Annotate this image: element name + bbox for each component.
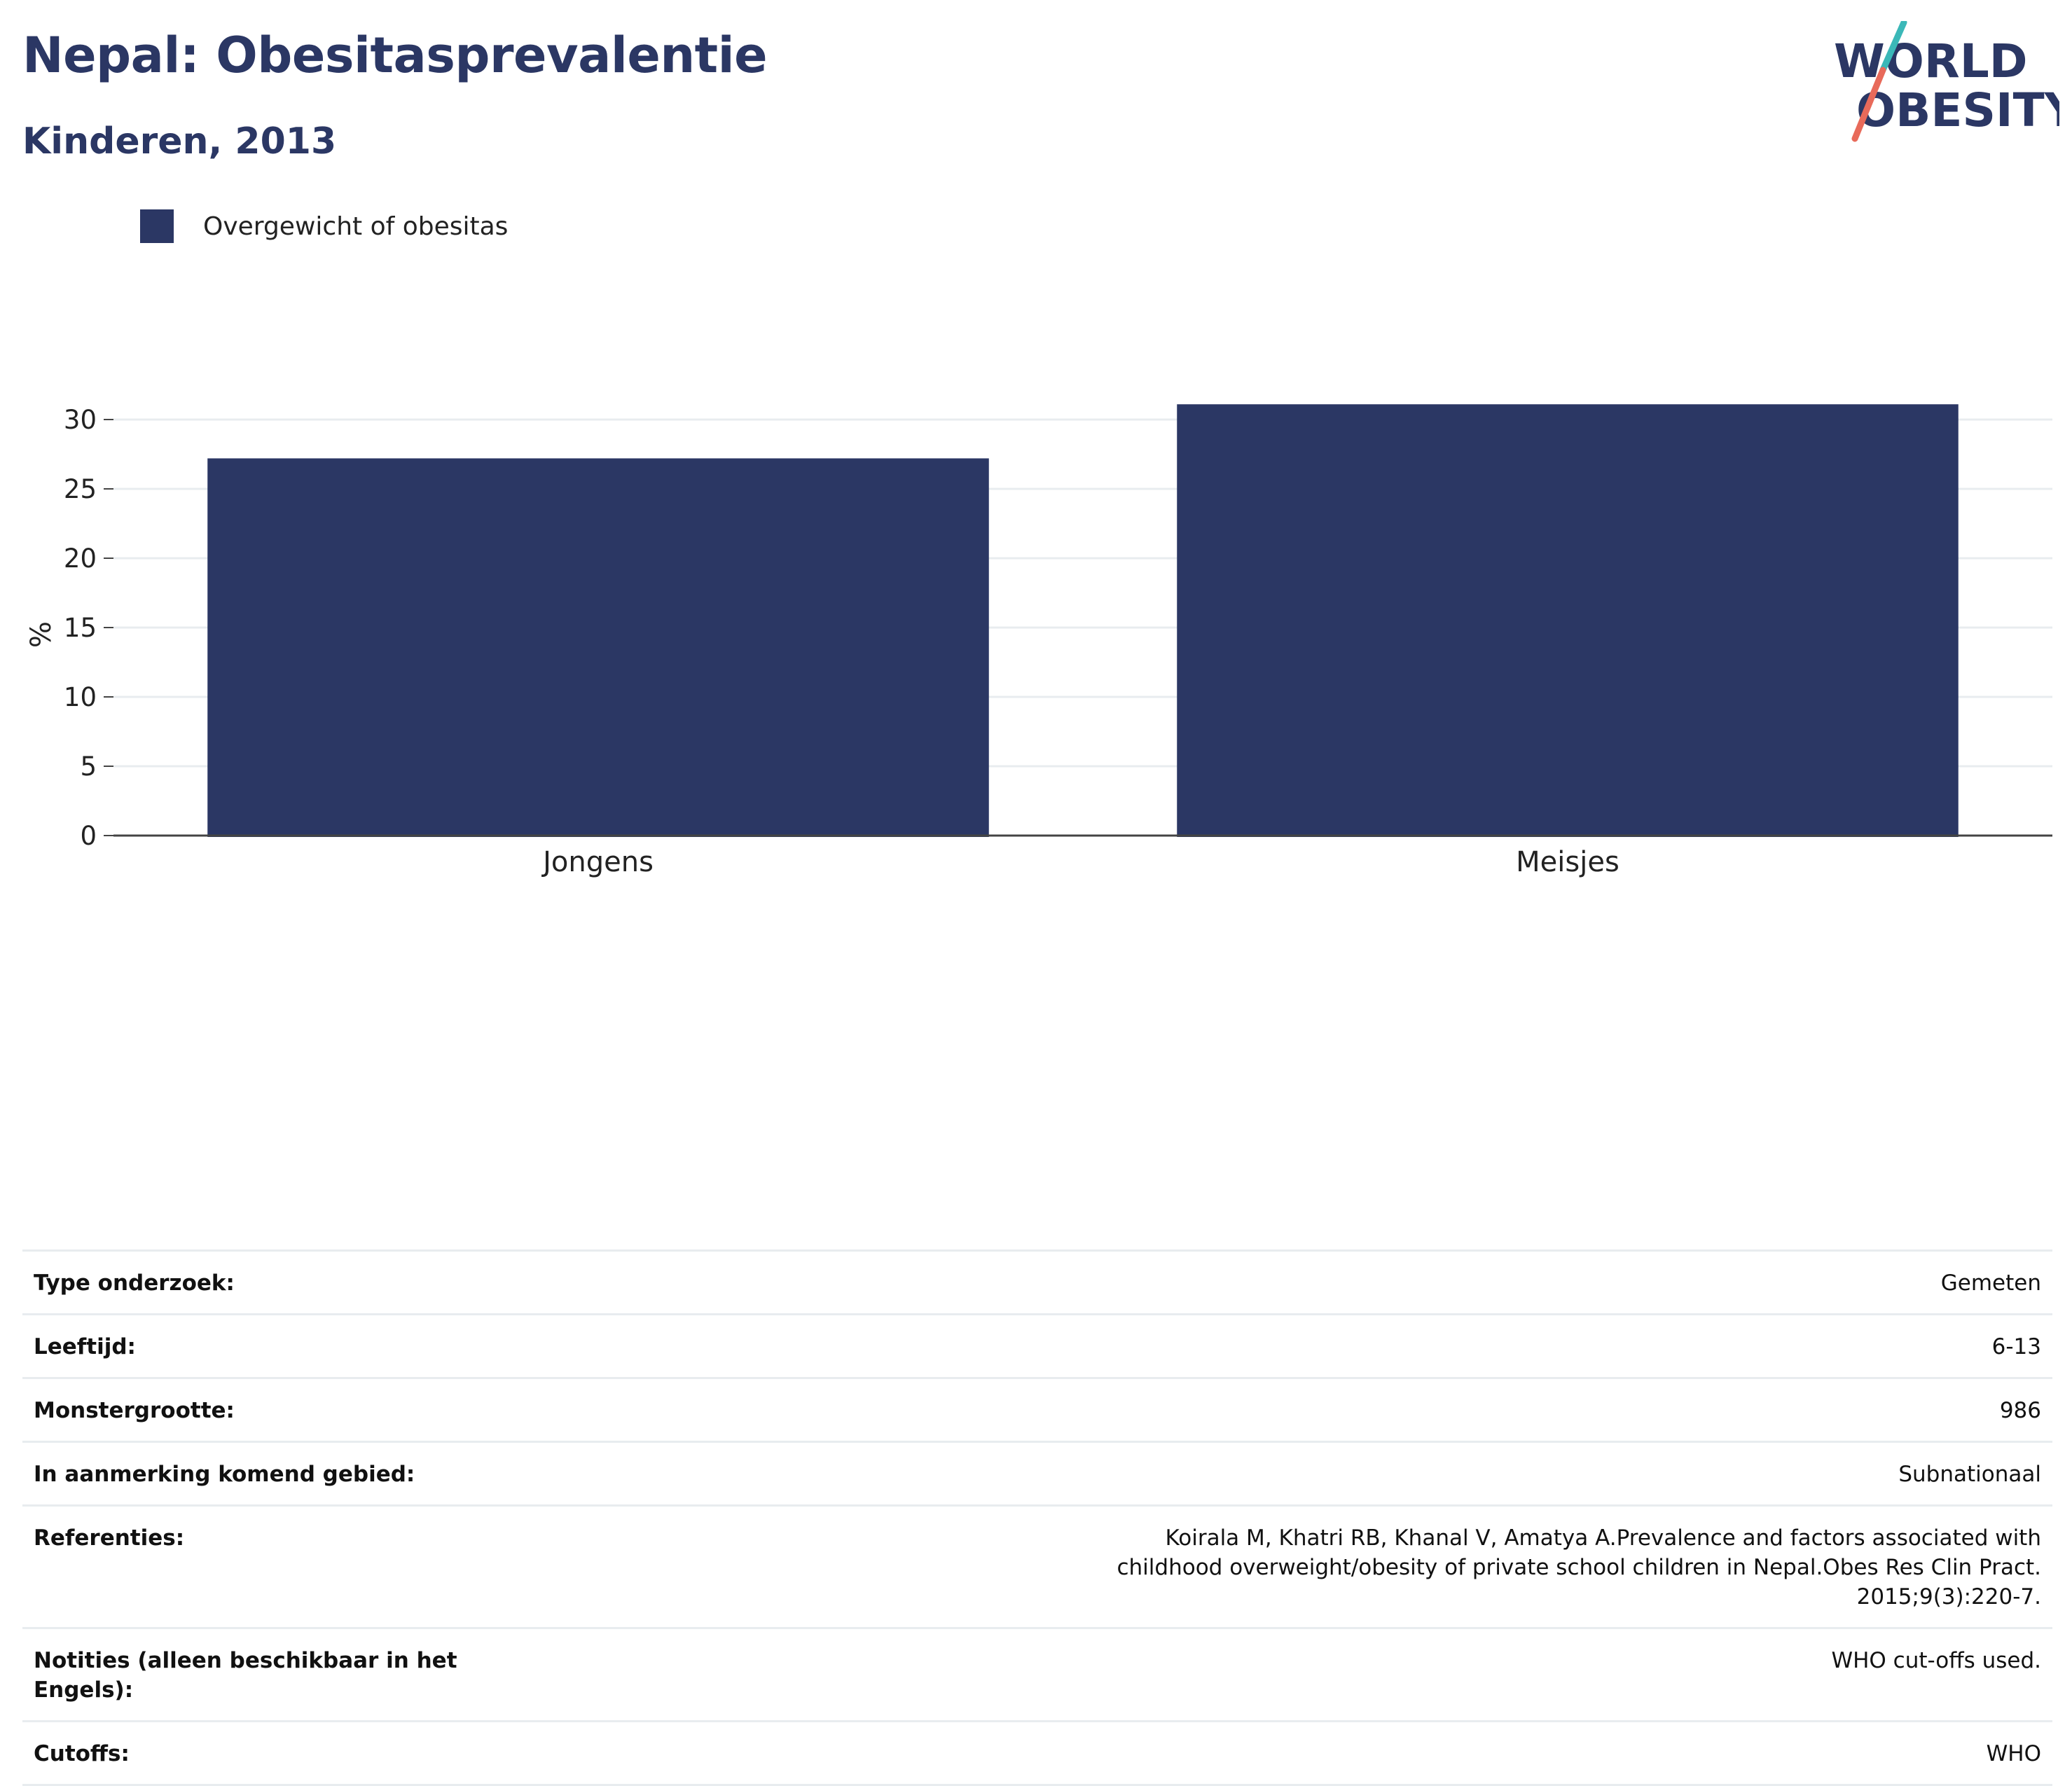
y-tick-label: 20 — [64, 544, 97, 574]
metadata-key: Type onderzoek: — [34, 1271, 235, 1296]
logo-line2: OBESITY — [1856, 83, 2059, 137]
bar-chart: 0 5 10 15 20 25 30 Jongens Meisjes% — [25, 404, 2052, 878]
legend-label[interactable]: Overgewicht of obesitas — [203, 212, 509, 241]
bars — [207, 404, 1959, 837]
metadata-value: Koirala M, Khatri RB, Khanal V, Amatya A… — [1117, 1525, 2041, 1610]
metadata-key: Cutoffs: — [34, 1741, 130, 1766]
x-tick-label: Jongens — [541, 846, 654, 878]
logo-line1: WORLD — [1834, 34, 2028, 88]
metadata-key: Referenties: — [34, 1525, 185, 1551]
y-tick-label: 0 — [80, 821, 97, 851]
metadata-key: In aanmerking komend gebied: — [34, 1462, 415, 1487]
bar-meisjes[interactable] — [1177, 404, 1959, 837]
metadata-value: 6-13 — [1991, 1334, 2041, 1359]
y-tick-label: 30 — [64, 405, 97, 435]
y-tick-label: 15 — [64, 613, 97, 643]
metadata-row: Monstergrootte: 986 — [22, 1377, 2052, 1441]
metadata-key: Notities (alleen beschikbaar in het Enge… — [34, 1648, 457, 1703]
metadata-row: Type onderzoek: Gemeten — [22, 1249, 2052, 1313]
x-tick-label: Meisjes — [1516, 846, 1619, 878]
metadata-value: Gemeten — [1940, 1271, 2041, 1296]
metadata-row: Cutoffs: WHO — [22, 1720, 2052, 1786]
page-title: Nepal: Obesitasprevalentie — [22, 27, 768, 84]
metadata-value: Subnationaal — [1898, 1462, 2041, 1487]
y-tick-label: 5 — [80, 752, 97, 782]
world-obesity-logo: WORLD OBESITY — [1834, 21, 2059, 142]
metadata-value: WHO — [1986, 1741, 2041, 1766]
metadata-value: 986 — [1999, 1398, 2041, 1423]
metadata-row: Notities (alleen beschikbaar in het Enge… — [22, 1627, 2052, 1720]
metadata-key: Leeftijd: — [34, 1334, 136, 1359]
chart-legend: Overgewicht of obesitas — [140, 209, 508, 244]
metadata-table: Type onderzoek: Gemeten Leeftijd: 6-13 Monst… — [22, 1249, 2052, 1786]
metadata-value: WHO cut-offs used. — [1831, 1648, 2041, 1673]
metadata-key: Monstergrootte: — [34, 1398, 235, 1423]
y-tick-label: 10 — [64, 682, 97, 712]
metadata-row: Leeftijd: 6-13 — [22, 1313, 2052, 1377]
legend-swatch[interactable] — [140, 209, 174, 243]
metadata-row: Referenties: Koirala M, Khatri RB, Khanal… — [22, 1504, 2052, 1627]
page-subtitle: Kinderen, 2013 — [22, 120, 337, 162]
y-axis-label: % — [25, 621, 57, 648]
bar-jongens[interactable] — [207, 458, 989, 837]
logo-slash-top — [1879, 21, 1907, 74]
y-tick-label: 25 — [64, 474, 97, 504]
logo-slash-bottom — [1851, 67, 1886, 142]
axes: 0 5 10 15 20 25 30 Jongens Meisjes% — [25, 405, 2052, 878]
metadata-row: In aanmerking komend gebied: Subnationaal — [22, 1441, 2052, 1504]
